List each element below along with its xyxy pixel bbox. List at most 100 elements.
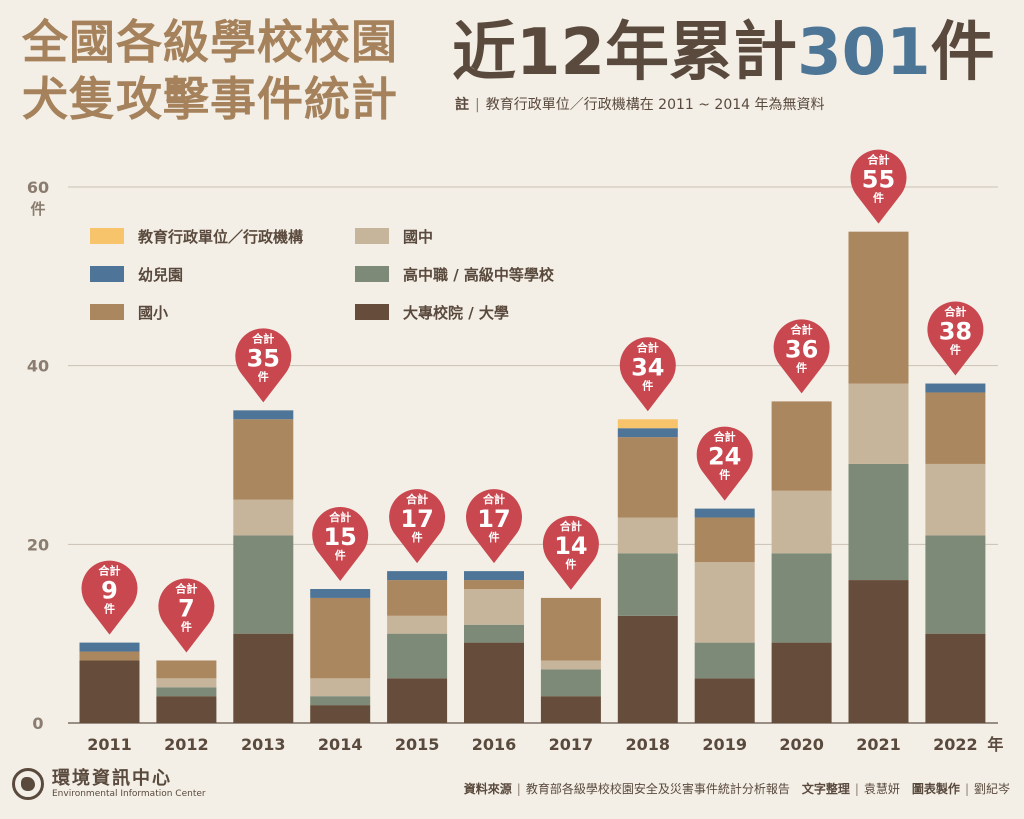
- total-pin-suffix: 件: [412, 530, 423, 544]
- x-tick-label: 2013: [241, 735, 286, 754]
- x-tick-label: 2012: [164, 735, 209, 754]
- y-tick-label: 0: [32, 714, 43, 733]
- bar-segment: [848, 231, 909, 384]
- legend-swatch: [355, 266, 389, 282]
- bar-segment: [387, 571, 448, 581]
- y-tick-label: 20: [27, 535, 49, 554]
- total-pin-marker: [466, 489, 523, 564]
- globe-icon: [12, 768, 44, 800]
- bar-segment: [771, 490, 832, 554]
- bar-segment: [694, 678, 755, 723]
- total-label: 14: [554, 532, 587, 560]
- total-pin-suffix: 件: [796, 360, 807, 374]
- total-pin-marker: [235, 328, 292, 403]
- source-label: 資料來源: [463, 782, 512, 796]
- total-pin-marker: [542, 515, 599, 590]
- bar-segment: [464, 642, 524, 723]
- bar-segment: [925, 392, 986, 464]
- org-logo: 環境資訊中心 Environmental Information Center: [12, 768, 206, 800]
- source-text: 教育部各級學校校園安全及災害事件統計分析報告: [525, 782, 790, 796]
- bar-segment: [617, 428, 678, 438]
- legend-label: 教育行政單位／行政機構: [137, 228, 303, 246]
- total-pin-prefix: 合計: [560, 519, 582, 533]
- bar-segment: [848, 383, 909, 464]
- bar-segment: [771, 642, 832, 723]
- total-label: 17: [477, 505, 510, 533]
- bar-segment: [79, 642, 140, 652]
- total-label: 15: [323, 523, 356, 551]
- x-tick-label: 2017: [549, 735, 594, 754]
- bar-segment: [310, 597, 371, 679]
- org-name: 環境資訊中心: [52, 767, 172, 789]
- bar-segment: [464, 580, 524, 589]
- total-pin-marker: [619, 337, 676, 412]
- total-pin-prefix: 合計: [944, 305, 966, 319]
- bar-segment: [925, 463, 986, 536]
- total-label: 7: [178, 594, 195, 622]
- bar-segment: [464, 624, 524, 643]
- total-pin-prefix: 合計: [252, 331, 274, 345]
- x-tick-label: 2014: [318, 735, 363, 754]
- bar-segment: [310, 705, 371, 723]
- writer-name: 袁慧妍: [863, 782, 900, 796]
- legend-swatch: [355, 228, 389, 244]
- bar-segment: [156, 696, 217, 723]
- bar-segment: [540, 660, 601, 670]
- bar-segment: [540, 597, 601, 661]
- org-name-en: Environmental Information Center: [52, 788, 206, 799]
- total-label: 35: [247, 344, 280, 372]
- bar-segment: [848, 580, 909, 723]
- total-pin-marker: [696, 426, 753, 501]
- bar-segment: [79, 651, 140, 661]
- total-label: 34: [631, 353, 664, 381]
- total-pin-prefix: 合計: [714, 430, 736, 444]
- title-line-1: 全國各級學校校園: [22, 15, 398, 69]
- total-pin-marker: [81, 560, 138, 635]
- x-tick-label: 2020: [779, 735, 824, 754]
- bar-segment: [387, 678, 448, 723]
- bar-segment: [694, 562, 755, 643]
- bar-segment: [79, 660, 140, 723]
- total-pin-prefix: 合計: [868, 153, 890, 167]
- total-pin-prefix: 合計: [329, 510, 351, 524]
- legend-swatch: [90, 228, 124, 244]
- total-pin-prefix: 合計: [791, 322, 813, 336]
- bar-segment: [694, 642, 755, 679]
- legend-label: 大專校院 / 大學: [403, 304, 509, 322]
- bar-segment: [310, 696, 371, 706]
- bar-segment: [694, 517, 755, 563]
- legend-label: 幼兒園: [138, 266, 183, 284]
- bar-segment: [617, 553, 678, 616]
- x-tick-label: 2019: [702, 735, 747, 754]
- x-tick-label: 2016: [472, 735, 517, 754]
- total-pin-marker: [927, 301, 984, 376]
- bar-segment: [771, 401, 832, 491]
- total-pin-marker: [389, 489, 446, 564]
- bar-segment: [156, 660, 217, 679]
- note-separator: |: [475, 97, 480, 113]
- y-tick-label: 40: [27, 357, 49, 376]
- x-axis-unit: 年: [987, 735, 1003, 754]
- bar-segment: [156, 678, 217, 688]
- headline: 近12年累計301件: [452, 16, 995, 90]
- bar-segment: [617, 615, 678, 723]
- legend-swatch: [90, 304, 124, 320]
- total-label: 36: [785, 335, 818, 363]
- bar-segment: [464, 589, 524, 625]
- total-label: 38: [939, 318, 972, 346]
- bar-segment: [387, 580, 448, 616]
- bar-segment: [694, 508, 755, 518]
- legend-label: 國小: [138, 304, 168, 322]
- bar-segment: [233, 419, 294, 500]
- bar-segment: [925, 383, 986, 393]
- bar-segment: [771, 553, 832, 643]
- total-pin-suffix: 件: [873, 191, 884, 205]
- total-pin-suffix: 件: [489, 530, 500, 544]
- bar-segment: [233, 633, 294, 723]
- total-pin-suffix: 件: [104, 602, 115, 616]
- total-pin-prefix: 合計: [637, 340, 659, 354]
- bar-segment: [540, 669, 601, 697]
- footer-credits: 資料來源 | 教育部各級學校校園安全及災害事件統計分析報告 文字整理 | 袁慧妍 圖表製作 |…: [463, 782, 1010, 796]
- bar-segment: [925, 535, 986, 634]
- note-label: 註: [455, 97, 469, 113]
